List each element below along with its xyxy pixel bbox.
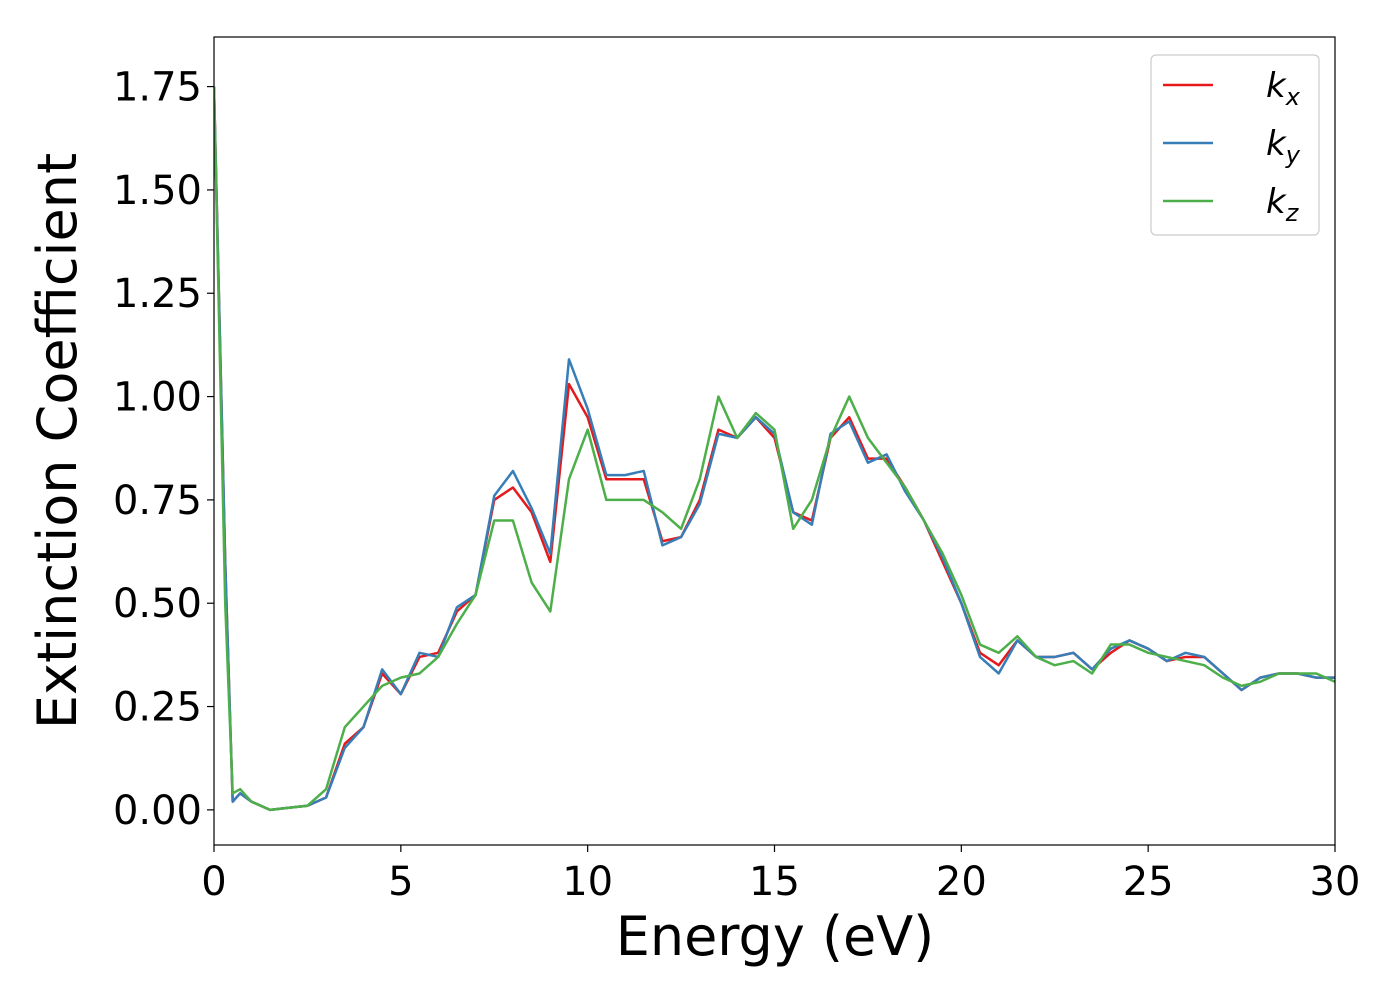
x-axis-label: Energy (eV)	[616, 905, 935, 968]
legend-label: ky	[1266, 124, 1301, 169]
legend-label: kz	[1266, 182, 1300, 227]
y-tick-label: 1.00	[113, 375, 202, 421]
y-tick-label: 0.25	[113, 685, 202, 731]
y-tick-label: 0.50	[113, 581, 202, 627]
x-tick-label: 10	[562, 859, 613, 905]
y-tick-label: 1.25	[113, 271, 202, 317]
y-tick-label: 0.00	[113, 788, 202, 834]
y-tick-label: 0.75	[113, 478, 202, 524]
x-tick-label: 5	[388, 859, 413, 905]
series-line	[214, 86, 1335, 812]
legend-box	[1150, 54, 1320, 236]
x-tick-label: 20	[936, 859, 987, 905]
x-tick-label: 25	[1123, 859, 1174, 905]
legend-label: kx	[1266, 66, 1301, 111]
y-axis-label: Extinction Coefficient	[26, 153, 89, 729]
y-tick-label: 1.50	[113, 168, 202, 214]
plot-frame	[213, 36, 1336, 846]
x-tick-label: 0	[201, 859, 226, 905]
x-tick-label: 15	[749, 859, 800, 905]
y-tick-label: 1.75	[113, 65, 202, 111]
series-line	[214, 86, 1335, 812]
x-tick-label: 30	[1310, 859, 1361, 905]
